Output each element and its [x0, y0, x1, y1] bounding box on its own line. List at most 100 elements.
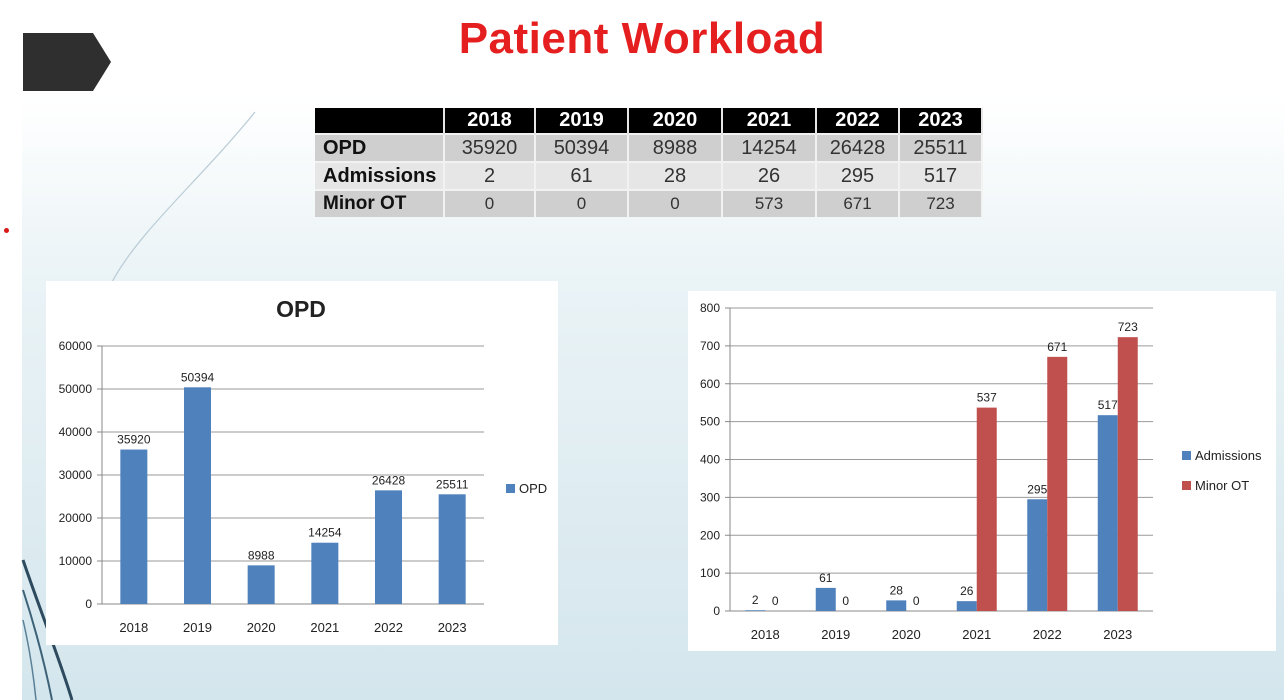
table-cell: 517 [899, 161, 983, 190]
bar [886, 600, 907, 611]
legend-label: OPD [519, 481, 547, 496]
bar [311, 542, 339, 604]
data-label: 0 [842, 594, 849, 608]
x-tick-label: 2020 [247, 620, 276, 635]
bar [184, 387, 211, 604]
bar [375, 490, 402, 604]
data-label: 671 [1047, 340, 1067, 354]
header-cell [315, 108, 445, 134]
table-cell: 573 [722, 189, 817, 217]
x-tick-label: 2021 [310, 620, 339, 635]
y-tick-label: 50000 [59, 382, 93, 396]
x-tick-label: 2018 [751, 627, 780, 642]
admissions-chart-panel: 0 100 200 300 400 500 600 700 800 2018 2 0 2019 61 0 20… [688, 291, 1276, 651]
slide-edge [0, 0, 22, 700]
table-cell: 25511 [899, 133, 983, 162]
table-cell: 0 [535, 189, 629, 217]
legend-label: Minor OT [1195, 478, 1249, 493]
y-tick-label: 0 [85, 597, 92, 611]
header-cell: 2023 [899, 108, 983, 134]
bar [120, 449, 148, 604]
table-cell: 8988 [628, 133, 723, 162]
data-label: 2 [752, 593, 759, 607]
table-cell: 28 [628, 161, 723, 190]
workload-table: 2018 2019 2020 2021 2022 2023 OPD 35920 … [315, 108, 983, 217]
table-cell: 671 [816, 189, 900, 217]
bar [956, 601, 977, 611]
header-cell: 2018 [444, 108, 536, 134]
page-title: Patient Workload [458, 14, 826, 63]
data-label: 26 [960, 584, 974, 598]
table-header-row: 2018 2019 2020 2021 2022 2023 [315, 108, 983, 134]
y-tick-label: 400 [700, 453, 720, 467]
bar [1047, 356, 1068, 611]
data-label: 28 [890, 583, 904, 597]
legend-swatch [1182, 481, 1191, 490]
table-cell: 26428 [816, 133, 900, 162]
slide-tab-arrow [23, 33, 111, 91]
bar [815, 587, 836, 611]
table-cell: 26 [722, 161, 817, 190]
data-label: 26428 [372, 473, 406, 487]
bar [745, 610, 766, 611]
data-label: 723 [1118, 320, 1138, 334]
x-tick-label: 2019 [821, 627, 850, 642]
y-tick-label: 500 [700, 415, 720, 429]
data-label: 295 [1027, 482, 1047, 496]
data-label: 25511 [436, 477, 469, 491]
bullet-dot [4, 228, 9, 233]
y-tick-label: 20000 [59, 511, 93, 525]
table-cell: 295 [816, 161, 900, 190]
data-label: 0 [772, 594, 779, 608]
bar [1097, 415, 1118, 611]
bar [1027, 499, 1048, 611]
table-cell: 0 [628, 189, 723, 217]
y-tick-label: 40000 [59, 425, 93, 439]
y-tick-label: 600 [700, 377, 720, 391]
x-tick-label: 2021 [962, 627, 991, 642]
legend-swatch [506, 484, 515, 493]
table-cell: 723 [899, 189, 983, 217]
header-cell: 2020 [628, 108, 723, 134]
table-cell: 61 [535, 161, 629, 190]
bar [247, 565, 275, 604]
legend-label: Admissions [1195, 448, 1262, 463]
opd-chart: OPD 0 10000 20000 30000 40000 50000 60000 2018 35… [59, 296, 548, 635]
table-row: Admissions 2 61 28 26 295 517 [315, 161, 983, 190]
table-row: OPD 35920 50394 8988 14254 26428 25511 [315, 133, 983, 162]
y-tick-label: 0 [713, 604, 720, 618]
row-label: OPD [315, 133, 445, 162]
y-tick-label: 800 [700, 301, 720, 315]
y-tick-label: 30000 [59, 468, 93, 482]
x-tick-label: 2023 [438, 620, 467, 635]
header-cell: 2019 [535, 108, 629, 134]
y-tick-label: 100 [700, 566, 720, 580]
data-label: 61 [819, 571, 833, 585]
y-tick-label: 200 [700, 528, 720, 542]
bar [976, 407, 997, 611]
table-cell: 35920 [444, 133, 536, 162]
table-cell: 14254 [722, 133, 817, 162]
table-row: Minor OT 0 0 0 573 671 723 [315, 189, 983, 217]
data-label: 537 [977, 391, 997, 405]
x-tick-label: 2022 [374, 620, 403, 635]
row-label: Admissions [315, 161, 445, 190]
bar [438, 494, 466, 604]
data-label: 0 [913, 594, 920, 608]
row-label: Minor OT [315, 189, 445, 217]
x-tick-label: 2019 [183, 620, 212, 635]
data-label: 517 [1098, 398, 1118, 412]
data-label: 8988 [248, 548, 275, 562]
header-cell: 2021 [722, 108, 817, 134]
x-tick-label: 2020 [892, 627, 921, 642]
y-tick-label: 700 [700, 339, 720, 353]
y-tick-label: 300 [700, 490, 720, 504]
data-label: 50394 [181, 370, 215, 384]
x-tick-label: 2023 [1103, 627, 1132, 642]
table-cell: 0 [444, 189, 536, 217]
data-label: 14254 [308, 526, 342, 540]
chart-title: OPD [276, 296, 326, 322]
header-cell: 2022 [816, 108, 900, 134]
data-label: 35920 [117, 433, 151, 447]
table-cell: 50394 [535, 133, 629, 162]
